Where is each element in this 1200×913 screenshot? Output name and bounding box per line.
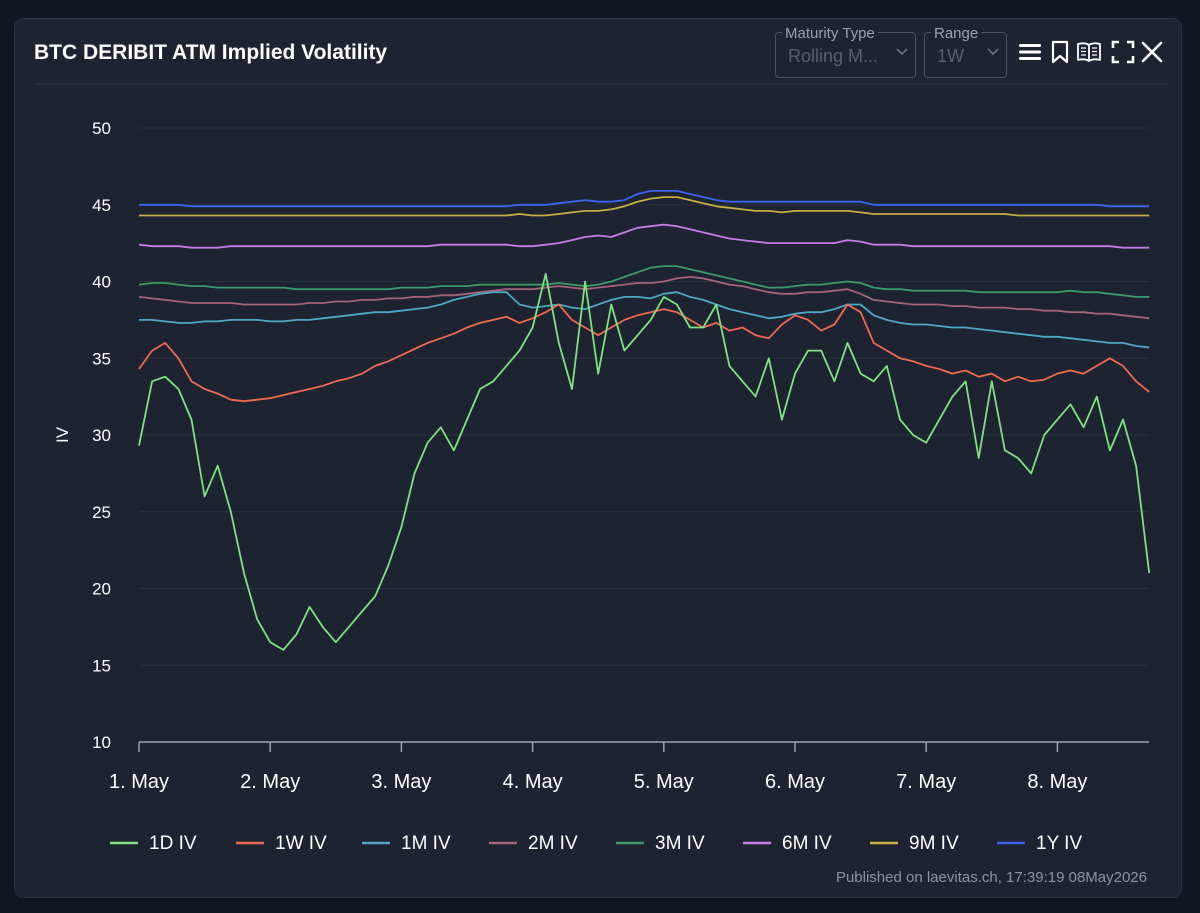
maturity-type-value: Rolling M...	[788, 46, 879, 66]
legend-item[interactable]: 9M IV	[870, 833, 959, 854]
range-select[interactable]: Range 1W	[924, 25, 1007, 78]
series-line-3m-iv	[138, 265, 1150, 298]
grid	[139, 127, 1149, 743]
maturity-type-label: Maturity Type	[782, 25, 878, 42]
range-value: 1W	[937, 46, 964, 66]
published-note: Published on laevitas.ch, 17:39:19 08May…	[835, 869, 1147, 886]
y-axis-label: IV	[53, 426, 72, 443]
range-label: Range	[931, 25, 982, 42]
x-axis: 1. May 2. May 3. May 4. May 5. May 6. May 7. M…	[109, 741, 1149, 793]
y-tick-label: 10	[92, 733, 111, 752]
legend-label: 1W IV	[275, 833, 327, 854]
y-tick-label: 45	[92, 196, 111, 215]
x-tick-label: 3. May	[371, 771, 431, 793]
bookmark-icon[interactable]	[1047, 39, 1073, 65]
legend-item[interactable]: 1M IV	[362, 833, 451, 854]
series-line-9m-iv	[139, 196, 1150, 217]
y-tick-label: 15	[92, 656, 111, 675]
chart-panel: BTC DERIBIT ATM Implied Volatility Matur…	[14, 18, 1182, 898]
y-tick-label: 40	[92, 273, 111, 292]
x-tick-label: 8. May	[1027, 771, 1087, 793]
legend-item[interactable]: 2M IV	[489, 833, 578, 854]
legend-label: 1Y IV	[1036, 833, 1082, 854]
y-tick-label: 30	[92, 426, 111, 445]
series-line-6m-iv	[138, 223, 1150, 249]
series-line-1w-iv	[138, 303, 1150, 403]
series-line-1d-iv	[138, 272, 1151, 651]
x-tick-label: 1. May	[109, 771, 169, 793]
legend-item[interactable]: 6M IV	[743, 833, 832, 854]
series-line-2m-iv	[138, 276, 1150, 320]
y-tick-label: 50	[92, 119, 111, 138]
chevron-down-icon	[896, 48, 908, 56]
legend-item[interactable]: 1D IV	[110, 833, 197, 854]
y-tick-label: 35	[92, 349, 111, 368]
legend-label: 3M IV	[655, 833, 705, 854]
legend-label: 2M IV	[528, 833, 578, 854]
x-tick-label: 2. May	[240, 771, 300, 793]
maturity-type-select[interactable]: Maturity Type Rolling M...	[775, 25, 916, 78]
legend-item[interactable]: 3M IV	[616, 833, 705, 854]
y-axis: 10 15 20 25 30 35 40 45 50	[92, 119, 111, 752]
chevron-down-icon	[987, 48, 999, 56]
chart-title: BTC DERIBIT ATM Implied Volatility	[34, 41, 388, 64]
menu-icon[interactable]	[1017, 39, 1043, 65]
legend: 1D IV 1W IV 1M IV 2M IV 3M IV 6M IV 9M IV 1Y IV	[110, 833, 1082, 854]
close-icon[interactable]	[1139, 39, 1165, 65]
x-tick-label: 7. May	[896, 771, 956, 793]
legend-label: 9M IV	[909, 833, 959, 854]
x-tick-label: 6. May	[765, 771, 825, 793]
series-line-1m-iv	[139, 291, 1150, 349]
x-tick-label: 5. May	[634, 771, 694, 793]
y-tick-label: 20	[92, 580, 111, 599]
legend-item[interactable]: 1Y IV	[997, 833, 1082, 854]
legend-label: 1M IV	[401, 833, 451, 854]
x-tick-label: 4. May	[503, 771, 563, 793]
legend-label: 1D IV	[149, 833, 197, 854]
series-line-1y-iv	[139, 190, 1150, 208]
book-icon[interactable]	[1076, 39, 1102, 65]
legend-label: 6M IV	[782, 833, 832, 854]
legend-item[interactable]: 1W IV	[236, 833, 327, 854]
fullscreen-icon[interactable]	[1110, 39, 1136, 65]
series-lines	[138, 190, 1151, 651]
y-tick-label: 25	[92, 503, 111, 522]
